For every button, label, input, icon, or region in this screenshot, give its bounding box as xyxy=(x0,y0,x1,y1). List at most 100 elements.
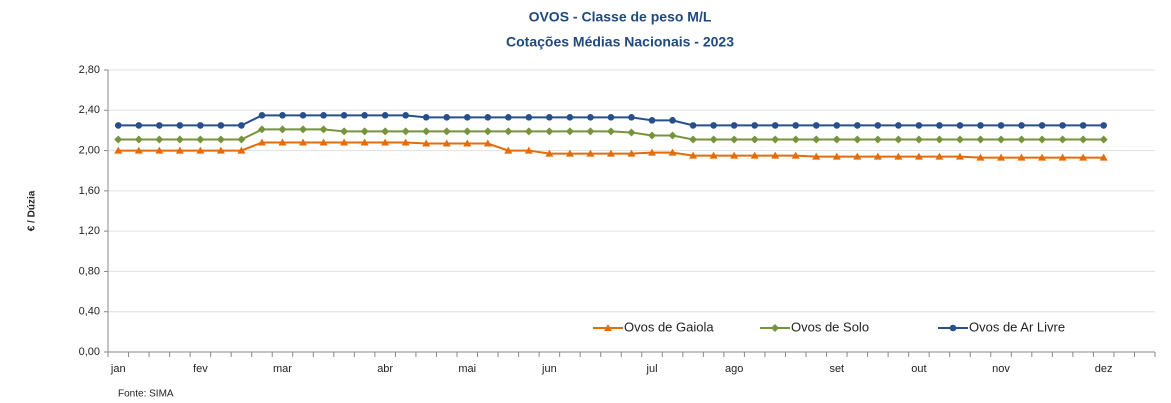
y-tick-label: 0,00 xyxy=(79,346,100,358)
marker xyxy=(524,146,533,154)
marker xyxy=(1079,122,1087,129)
marker xyxy=(853,152,862,160)
marker xyxy=(935,152,944,160)
marker xyxy=(689,122,697,129)
marker xyxy=(586,127,595,136)
marker xyxy=(156,122,163,129)
marker xyxy=(442,139,451,147)
chart-subtitle: Cotações Médias Nacionais - 2023 xyxy=(506,34,734,50)
marker xyxy=(895,122,902,129)
marker xyxy=(833,122,841,129)
x-tick-label: jan xyxy=(110,363,126,375)
marker xyxy=(709,135,718,144)
marker xyxy=(279,112,286,119)
x-tick-label: nov xyxy=(992,363,1010,375)
marker xyxy=(155,135,164,144)
marker xyxy=(1058,153,1067,161)
marker xyxy=(1058,135,1067,144)
marker xyxy=(257,125,266,134)
marker xyxy=(401,127,410,136)
marker xyxy=(545,127,554,136)
marker xyxy=(360,138,369,146)
marker xyxy=(751,122,758,129)
marker xyxy=(689,151,698,159)
marker xyxy=(114,122,122,129)
marker xyxy=(504,146,513,154)
marker xyxy=(546,114,553,121)
marker xyxy=(1099,135,1108,144)
marker xyxy=(853,135,862,144)
marker xyxy=(319,125,328,134)
y-axis-title: € / Dúzia xyxy=(27,190,38,231)
marker xyxy=(176,122,184,129)
marker xyxy=(216,135,225,144)
marker xyxy=(566,114,574,121)
legend-marker xyxy=(604,324,612,331)
legend-marker xyxy=(949,324,957,332)
marker xyxy=(340,127,349,136)
marker xyxy=(216,146,225,154)
marker xyxy=(565,149,574,157)
marker xyxy=(258,112,266,119)
y-tick-label: 2,00 xyxy=(79,144,100,156)
marker xyxy=(217,122,225,129)
marker xyxy=(586,149,595,157)
marker xyxy=(709,151,718,159)
marker xyxy=(381,112,389,119)
marker xyxy=(648,117,656,124)
marker xyxy=(197,122,204,129)
legend-label: Ovos de Solo xyxy=(791,319,869,334)
marker xyxy=(278,138,287,146)
x-tick-label: fev xyxy=(193,363,208,375)
marker xyxy=(422,127,431,136)
marker xyxy=(238,122,245,129)
legend-marker xyxy=(771,324,779,332)
legend-label: Ovos de Gaiola xyxy=(624,319,714,334)
marker xyxy=(463,139,472,147)
marker xyxy=(955,135,964,144)
marker xyxy=(750,135,759,144)
marker xyxy=(997,153,1006,161)
marker xyxy=(463,127,472,136)
marker xyxy=(320,112,327,119)
marker xyxy=(360,127,369,136)
marker xyxy=(525,114,533,121)
marker xyxy=(628,114,635,121)
marker xyxy=(771,135,780,144)
marker xyxy=(976,153,985,161)
marker xyxy=(812,122,820,129)
marker xyxy=(1038,122,1046,129)
x-tick-label: abr xyxy=(377,363,393,375)
marker xyxy=(873,152,882,160)
marker xyxy=(422,139,431,147)
marker xyxy=(134,146,143,154)
marker xyxy=(504,127,513,136)
marker xyxy=(668,131,677,140)
marker xyxy=(915,122,923,129)
marker xyxy=(710,122,717,129)
marker xyxy=(587,114,594,121)
y-tick-label: 0,40 xyxy=(79,306,100,318)
marker xyxy=(832,152,841,160)
marker xyxy=(1017,153,1026,161)
marker xyxy=(812,135,821,144)
y-tick-label: 0,80 xyxy=(79,265,100,277)
marker xyxy=(175,146,184,154)
marker xyxy=(1018,122,1025,129)
marker xyxy=(422,114,430,121)
x-tick-label: jul xyxy=(646,363,658,375)
marker xyxy=(791,135,800,144)
marker xyxy=(1079,135,1088,144)
marker xyxy=(997,122,1005,129)
source-note: Fonte: SIMA xyxy=(118,389,174,400)
marker xyxy=(730,151,739,159)
marker xyxy=(832,135,841,144)
marker xyxy=(1059,122,1066,129)
legend-label: Ovos de Ar Livre xyxy=(969,319,1065,334)
marker xyxy=(874,122,882,129)
marker xyxy=(936,122,943,129)
marker xyxy=(1038,153,1047,161)
marker xyxy=(1079,153,1088,161)
marker xyxy=(914,135,923,144)
